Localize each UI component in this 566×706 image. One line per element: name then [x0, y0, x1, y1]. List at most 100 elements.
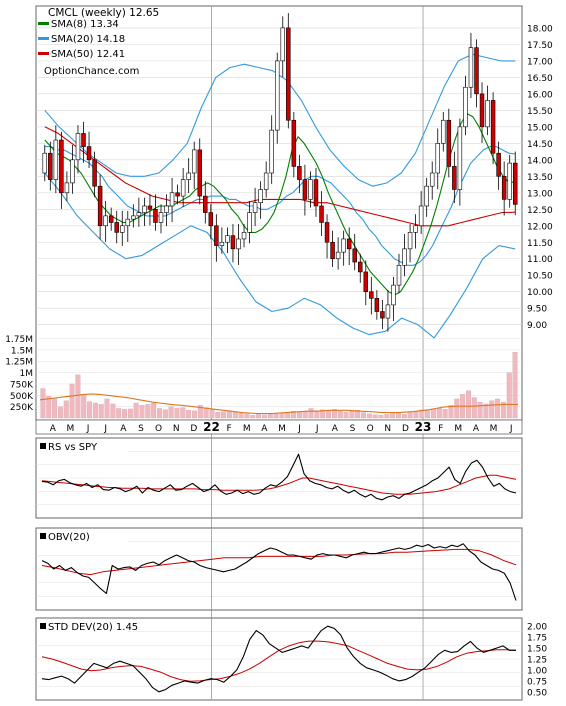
candle-up: [191, 149, 197, 174]
candle-up: [125, 218, 131, 227]
volume-bar: [390, 413, 396, 419]
volume-bar: [122, 409, 127, 419]
candle-up: [441, 119, 446, 144]
panel-label-background: [38, 530, 128, 544]
candle-down: [81, 133, 86, 147]
volume-bar: [471, 397, 477, 419]
candle-down: [474, 47, 479, 95]
volume-bar: [361, 412, 366, 419]
price-tick-label: 15.50: [527, 107, 553, 117]
volume-bar: [52, 398, 58, 419]
price-tick-label: 16.50: [527, 74, 553, 84]
volume-bar: [337, 411, 343, 419]
volume-bar: [238, 412, 244, 419]
volume-bar: [349, 411, 355, 419]
candle-up: [407, 232, 413, 250]
candle-up: [274, 60, 280, 131]
volume-bar: [133, 402, 139, 419]
volume-bar: [57, 406, 63, 419]
month-label: A: [473, 424, 480, 434]
month-label: J: [509, 424, 513, 434]
candle-up: [142, 205, 147, 213]
volume-bar: [465, 390, 471, 419]
month-label: A: [120, 424, 127, 434]
candle-up: [241, 232, 247, 240]
volume-bar: [168, 406, 174, 419]
month-label: M: [454, 424, 462, 434]
price-tick-label: 10.50: [527, 272, 553, 282]
panel-value-line: [41, 543, 517, 601]
panel-tick-label: 2.00: [527, 623, 547, 633]
candle-down: [302, 179, 308, 200]
volume-bar: [326, 410, 332, 419]
candle-up: [53, 139, 59, 180]
candle-down: [108, 215, 114, 223]
candle-up: [463, 86, 468, 128]
candle-down: [330, 241, 335, 260]
month-label: J: [297, 424, 301, 434]
panel-value-line: [41, 625, 516, 693]
legend-swatch-sma50: [38, 52, 49, 55]
sma8-line: [44, 113, 516, 296]
candles: [42, 13, 518, 332]
candle-up: [131, 215, 136, 220]
month-label: F: [438, 424, 443, 434]
volume-bars: [39, 352, 518, 419]
month-label: M: [278, 424, 286, 434]
volume-bar: [162, 409, 168, 419]
volume-bar: [512, 352, 518, 419]
volume-bar: [250, 415, 256, 419]
volume-bar: [320, 409, 326, 419]
volume-tick-label: 1M: [20, 369, 34, 379]
candle-down: [230, 235, 236, 250]
month-label: A: [50, 424, 57, 434]
volume-bar: [331, 409, 337, 419]
candle-up: [335, 251, 341, 260]
candle-up: [120, 225, 125, 233]
volume-bar: [267, 413, 273, 419]
candle-up: [385, 304, 391, 319]
candle-down: [324, 222, 330, 243]
panel-tick-label: 1.25: [527, 656, 547, 666]
price-tick-label: 14.50: [527, 140, 553, 150]
month-label: O: [155, 424, 162, 434]
sma20-line: [44, 146, 516, 266]
volume-bar: [81, 394, 87, 419]
legend-sma50: SMA(50) 12.41: [51, 49, 125, 60]
volume-bar: [116, 408, 122, 419]
volume-bar: [63, 400, 69, 419]
panel-label: STD DEV(20) 1.45: [48, 622, 138, 633]
candle-up: [308, 179, 313, 200]
candle-down: [363, 271, 369, 293]
candle-down: [297, 166, 302, 180]
volume-bar: [139, 405, 145, 419]
candle-down: [291, 119, 297, 167]
volume-bar: [244, 413, 250, 419]
candle-up: [507, 162, 512, 200]
volume-average-line: [39, 393, 518, 415]
volume-bar: [366, 413, 372, 419]
candle-down: [496, 152, 501, 177]
candle-down: [197, 149, 202, 197]
volume-bar: [209, 409, 215, 419]
candle-down: [319, 205, 324, 223]
volume-bar: [151, 402, 157, 419]
candle-up: [258, 189, 263, 203]
volume-bar: [506, 372, 512, 419]
volume-tick-label: 750K: [10, 380, 34, 390]
month-label: D: [402, 424, 409, 434]
month-label: J: [103, 424, 107, 434]
month-label: D: [190, 424, 197, 434]
candle-down: [208, 212, 214, 227]
price-tick-label: 12.00: [527, 222, 553, 232]
month-label: M: [67, 424, 75, 434]
candle-up: [180, 179, 186, 197]
candle-down: [346, 238, 352, 250]
volume-bar: [448, 405, 454, 419]
candle-up: [103, 215, 108, 227]
price-tick-label: 16.00: [527, 90, 553, 100]
volume-bar: [69, 383, 75, 419]
candle-up: [236, 238, 241, 250]
price-tick-label: 13.00: [527, 189, 553, 199]
volume-bar: [180, 407, 186, 419]
